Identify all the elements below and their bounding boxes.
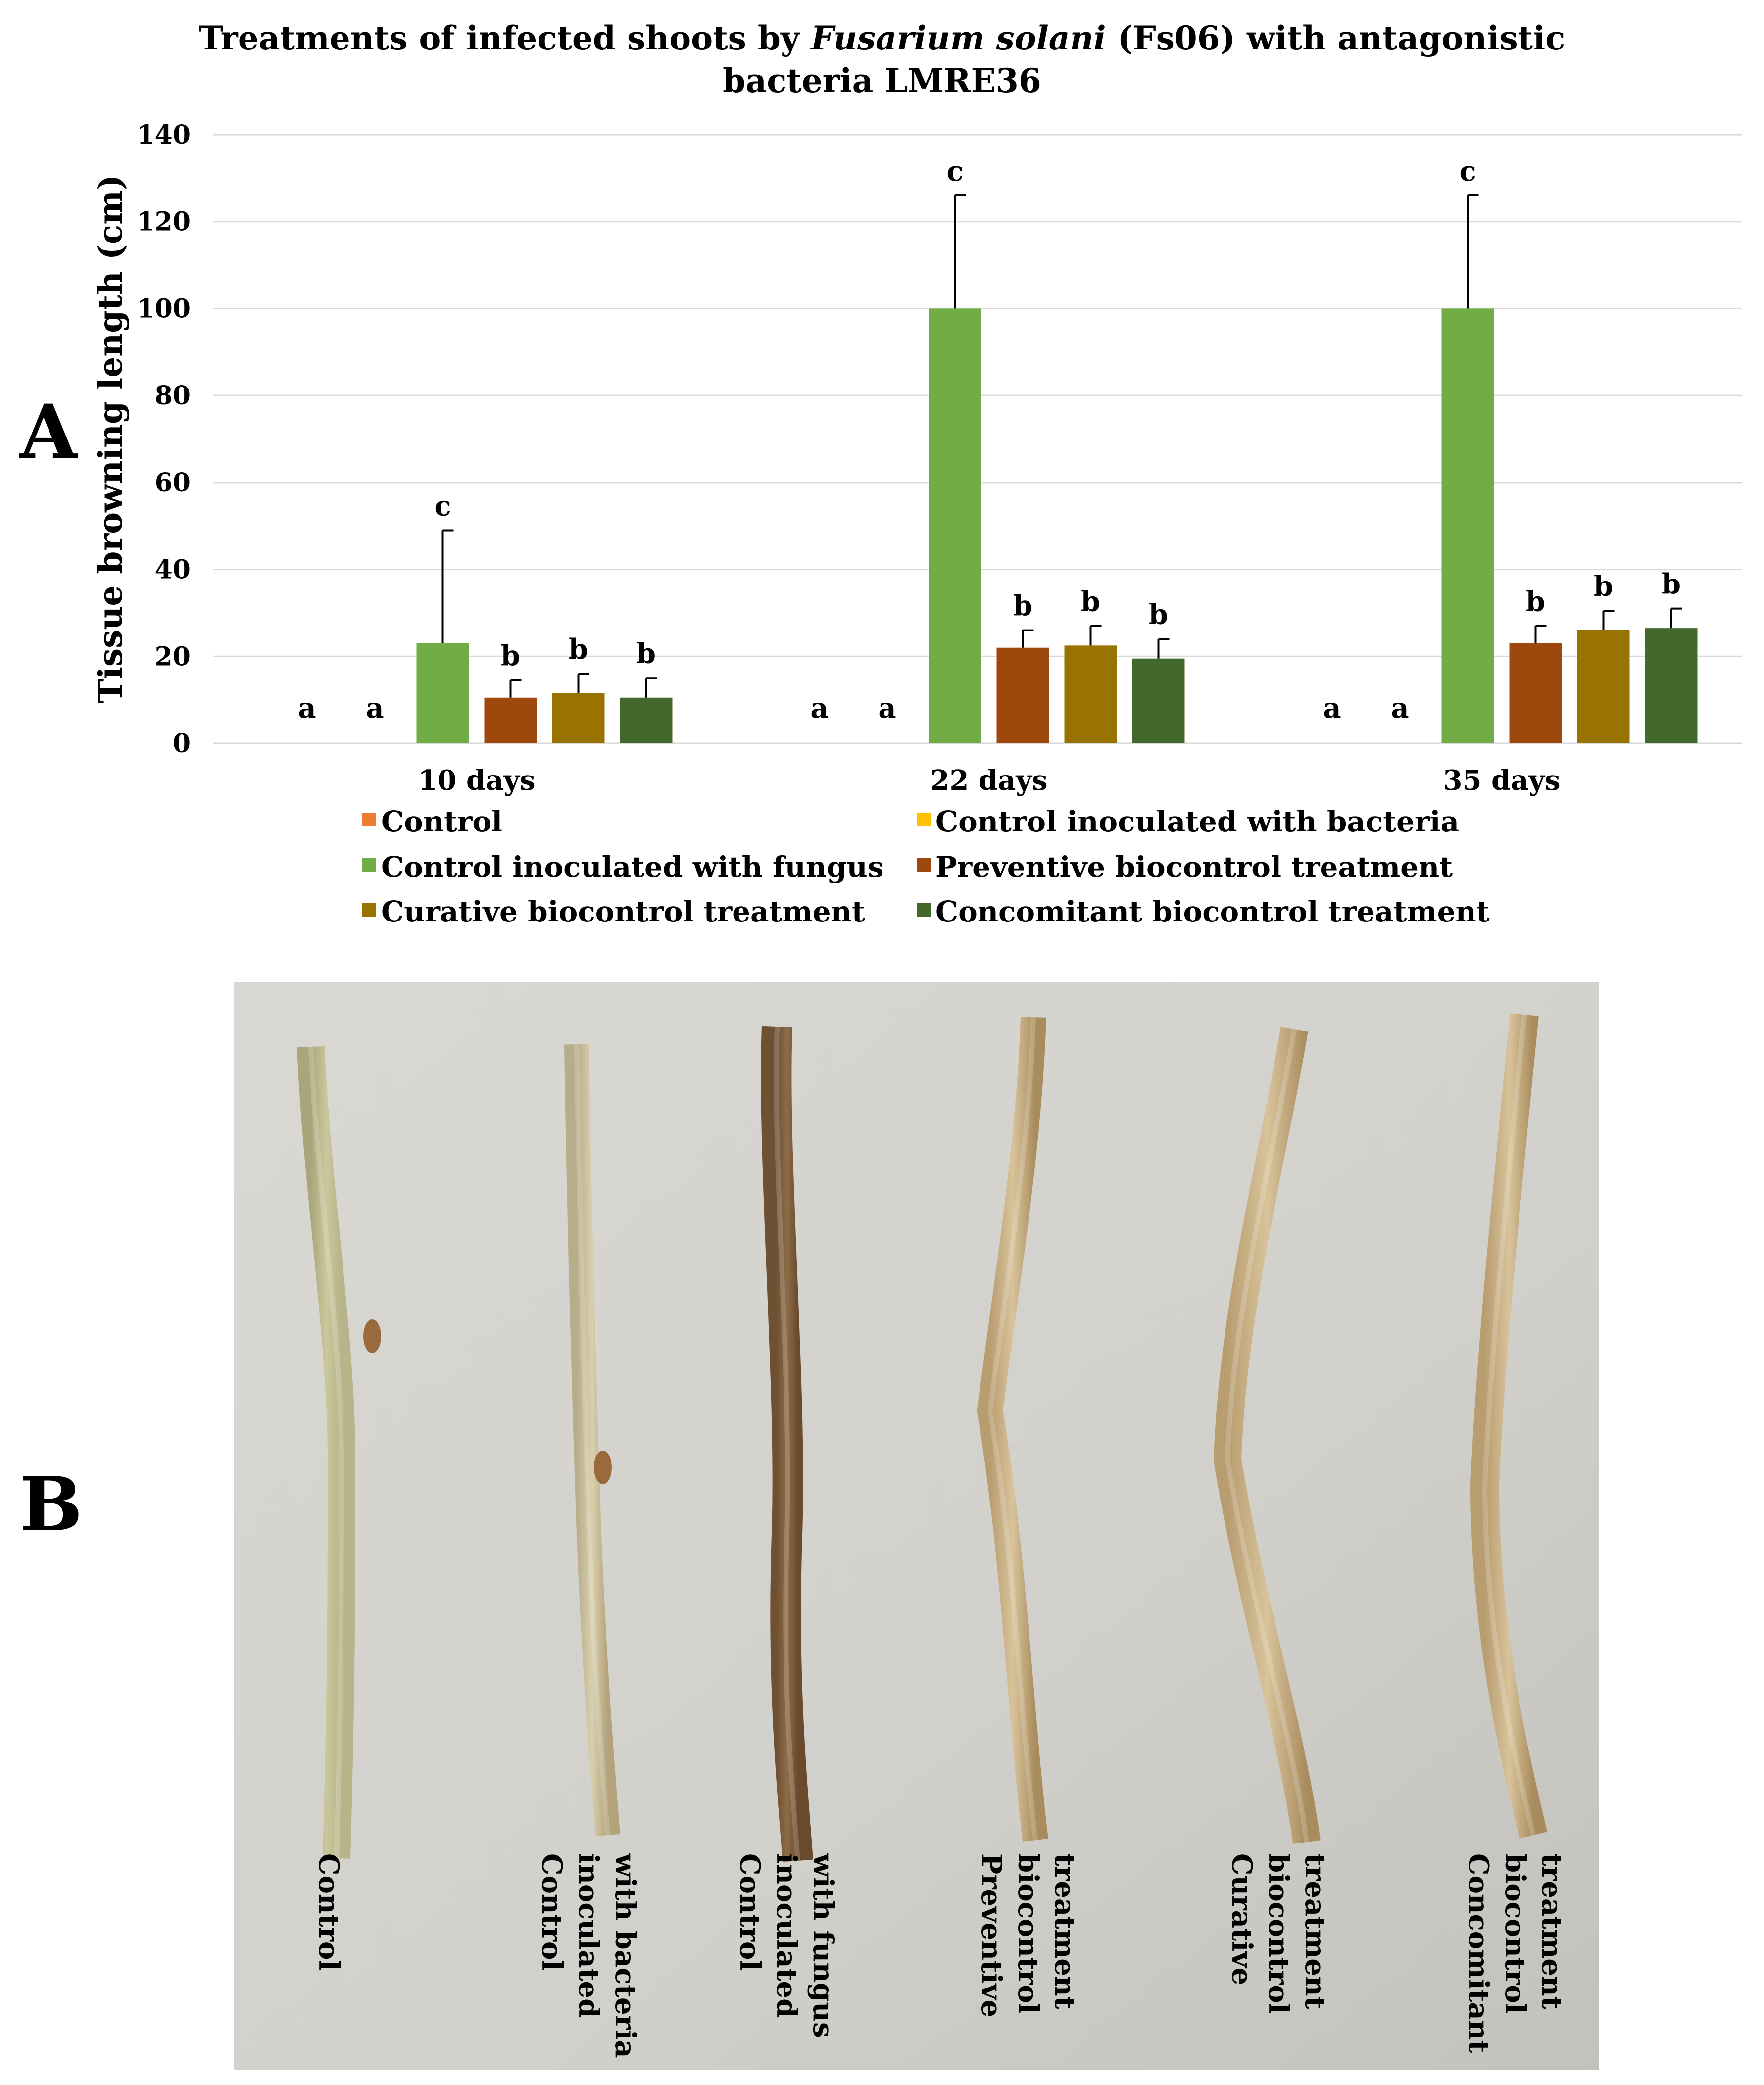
- bar: [552, 693, 605, 743]
- legend-label: Curative biocontrol treatment: [381, 895, 865, 928]
- shoot-label-line: inoculated: [572, 1853, 605, 2018]
- photo-background: [234, 982, 1599, 2070]
- y-tick-label: 0: [173, 728, 191, 759]
- significance-letter: b: [1662, 568, 1681, 601]
- shoot: [977, 1017, 1048, 1842]
- shoot-highlight: [308, 1046, 344, 1859]
- significance-letter: b: [1526, 585, 1545, 618]
- y-tick-label: 60: [155, 468, 191, 498]
- significance-letter: b: [1594, 570, 1613, 603]
- bar-chart: Treatments of infected shoots by Fusariu…: [19, 19, 1742, 928]
- legend-label: Preventive biocontrol treatment: [935, 850, 1453, 884]
- shoot-highlight: [1482, 1014, 1536, 1836]
- shoot-label-line: with bacteria: [609, 1853, 641, 2058]
- shoot-label-line: treatment: [1535, 1853, 1568, 2009]
- significance-letter: a: [366, 692, 384, 725]
- bar: [1645, 628, 1698, 743]
- legend-swatch: [917, 903, 931, 917]
- shoot-highlight: [1225, 1029, 1309, 1843]
- shoot-label-line: Control: [734, 1853, 766, 1971]
- y-tick-label: 140: [137, 120, 191, 150]
- legend-swatch: [362, 858, 376, 872]
- y-tick-label: 20: [155, 641, 191, 672]
- shoot-label-line: biocontrol: [1499, 1853, 1531, 2014]
- y-tick-label: 80: [155, 381, 191, 411]
- significance-letter: a: [810, 692, 828, 725]
- significance-letter: a: [878, 692, 896, 725]
- significance-letter: c: [1459, 155, 1476, 188]
- shoot-label-line: treatment: [1048, 1853, 1081, 2009]
- y-axis-label: Tissue browning length (cm): [91, 175, 130, 704]
- bar: [416, 643, 469, 743]
- significance-letter: b: [1149, 598, 1168, 631]
- y-tick-label: 100: [137, 293, 191, 324]
- shoot-label: Control inoculated with fungus: [734, 1853, 839, 2037]
- shoot-label-line: biocontrol: [1262, 1853, 1295, 2014]
- shoot-highlight: [987, 1017, 1038, 1841]
- shoot-label-line: inoculated: [770, 1853, 803, 2018]
- shoot-label-line: treatment: [1299, 1853, 1331, 2009]
- legend-swatch: [917, 813, 931, 826]
- legend-swatch: [362, 813, 376, 826]
- shoot-label-line: biocontrol: [1012, 1853, 1044, 2014]
- legend-label: Control inoculated with fungus: [381, 850, 883, 884]
- x-tick-label: 10 days: [418, 764, 536, 797]
- legend-label: Control inoculated with bacteria: [935, 805, 1459, 838]
- shoot: [761, 1026, 813, 1862]
- shoot-label-line: Control: [536, 1853, 568, 1971]
- shoot-label-line: Preventive: [975, 1853, 1008, 2017]
- shoot-label-line: with fungus: [807, 1853, 839, 2037]
- significance-letter: a: [1391, 692, 1409, 725]
- shoot-label: Preventive biocontrol treatment: [975, 1853, 1081, 2017]
- bar: [620, 697, 673, 743]
- bar: [1509, 643, 1562, 743]
- legend-label: Concomitant biocontrol treatment: [935, 895, 1490, 928]
- panel-label-a: A: [19, 388, 79, 476]
- bar: [929, 308, 981, 743]
- bud: [363, 1319, 381, 1353]
- legend-swatch: [917, 858, 931, 872]
- significance-letter: c: [434, 490, 451, 523]
- chart-title: Treatments of infected shoots by Fusariu…: [199, 19, 1566, 57]
- shoot: [564, 1044, 620, 1837]
- significance-letter: b: [501, 640, 520, 673]
- shoot-label-line: Curative: [1225, 1853, 1258, 1985]
- x-tick-label: 35 days: [1443, 764, 1561, 797]
- significance-letter: c: [946, 155, 963, 188]
- legend-label: Control: [381, 805, 502, 838]
- shoot-label-line: Concomitant: [1462, 1853, 1495, 2053]
- shoot-label-line: Control: [312, 1853, 345, 1971]
- bar: [1441, 308, 1494, 743]
- shoot-label: Control inoculated with bacteria: [536, 1853, 641, 2058]
- y-tick-label: 120: [137, 207, 191, 237]
- shoot: [1470, 1013, 1548, 1839]
- shoot-label: Concomitant biocontrol treatment: [1462, 1853, 1568, 2053]
- significance-letter: b: [1081, 585, 1100, 618]
- shoot: [297, 1046, 356, 1859]
- bar: [1132, 658, 1185, 743]
- shoot-label: Control: [312, 1853, 345, 1971]
- panel-label-b: B: [20, 1461, 83, 1548]
- significance-letter: b: [1013, 590, 1032, 623]
- chart-title-line2: bacteria LMRE36: [723, 61, 1041, 100]
- bud: [594, 1451, 612, 1484]
- y-tick-label: 40: [155, 555, 191, 585]
- shoot: [1213, 1027, 1321, 1844]
- significance-letter: a: [1323, 692, 1341, 725]
- significance-letter: a: [298, 692, 316, 725]
- bar: [1064, 645, 1117, 743]
- bar: [996, 647, 1049, 743]
- legend-swatch: [362, 903, 376, 917]
- bar: [484, 697, 537, 743]
- shoot-highlight: [574, 1044, 610, 1836]
- shoot-highlight: [774, 1026, 800, 1861]
- significance-letter: b: [637, 637, 656, 670]
- bar: [1577, 630, 1630, 743]
- significance-letter: b: [569, 633, 588, 666]
- x-tick-label: 22 days: [931, 764, 1048, 797]
- shoot-label: Curative biocontrol treatment: [1225, 1853, 1331, 2014]
